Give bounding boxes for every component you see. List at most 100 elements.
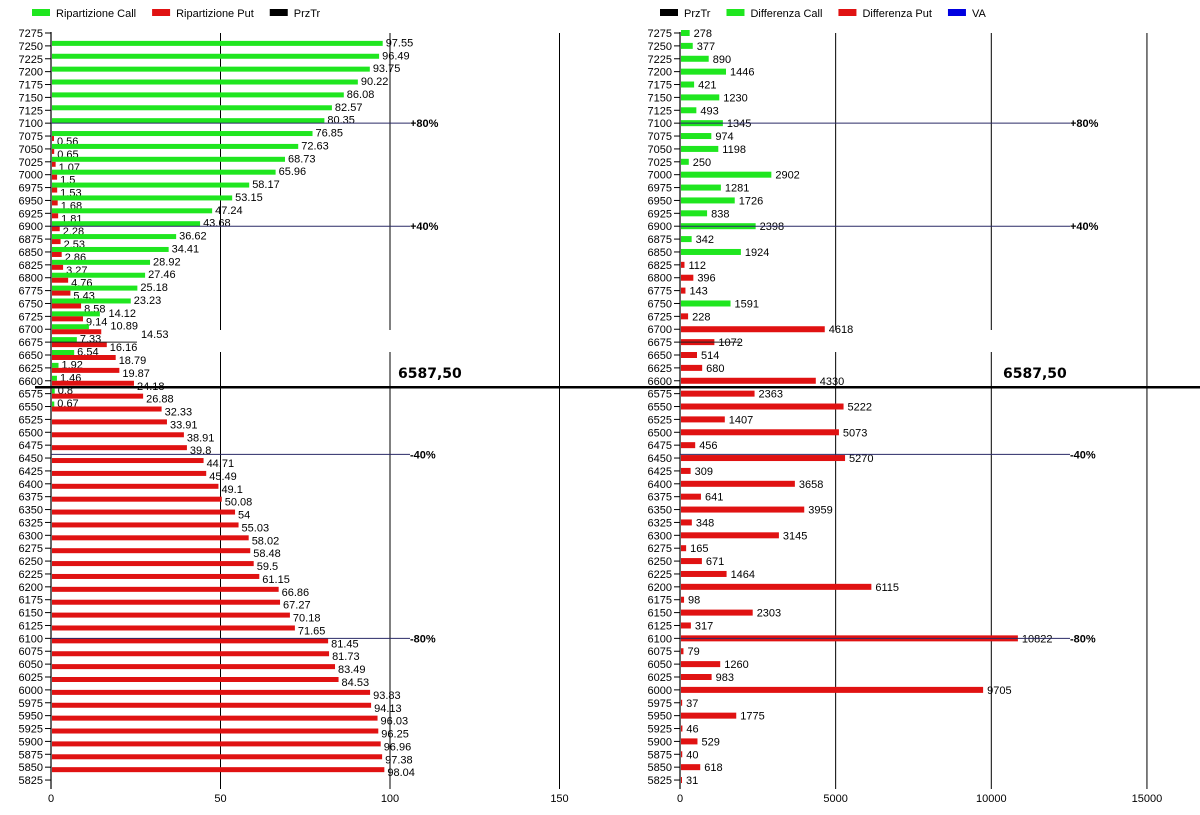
y-tick-label: 5925 — [19, 724, 43, 736]
call-bar — [52, 195, 233, 201]
call-bar — [52, 259, 151, 265]
put-bar — [52, 264, 64, 270]
y-tick-label: 6725 — [648, 311, 672, 323]
call-value-label: 82.57 — [335, 102, 363, 114]
value-label: 1198 — [722, 144, 746, 156]
call-bar — [52, 92, 344, 98]
put-bar — [52, 148, 55, 154]
y-tick-label: 6325 — [19, 517, 43, 529]
put-value-label: 59.5 — [257, 561, 278, 573]
call-value-label: 86.08 — [347, 89, 375, 101]
y-tick-label: 6050 — [19, 659, 43, 671]
value-label: 1260 — [724, 659, 748, 671]
reference-line-label: +80% — [410, 118, 439, 130]
y-tick-label: 7075 — [648, 131, 672, 143]
y-tick-label: 7050 — [648, 144, 672, 156]
put-value-label: 9.14 — [86, 316, 107, 328]
put-value-label: 18.79 — [119, 355, 147, 367]
y-tick-label: 6075 — [19, 646, 43, 658]
y-tick-label: 5850 — [648, 762, 672, 774]
put-bar — [52, 522, 239, 528]
y-tick-label: 6125 — [19, 620, 43, 632]
put-bar — [52, 561, 254, 567]
put-bar — [681, 699, 683, 706]
y-tick-label: 6200 — [648, 582, 672, 594]
y-tick-label: 6275 — [19, 543, 43, 555]
value-label: 348 — [696, 517, 714, 529]
y-tick-label: 6850 — [19, 247, 43, 259]
call-bar — [681, 81, 695, 88]
value-label: 4618 — [829, 324, 853, 336]
put-value-label: 58.02 — [252, 535, 280, 547]
value-label: 3959 — [808, 505, 832, 517]
value-label: 317 — [695, 620, 713, 632]
value-label: 671 — [706, 556, 724, 568]
put-bar — [681, 506, 805, 513]
put-value-label: 94.13 — [374, 703, 402, 715]
legend-swatch — [660, 9, 678, 16]
call-value-label: 80.35 — [327, 115, 355, 127]
y-tick-label: 6625 — [648, 363, 672, 375]
value-label: 1407 — [729, 414, 753, 426]
value-label: 250 — [693, 157, 711, 169]
put-value-label: 70.18 — [293, 613, 321, 625]
call-value-label: 93.75 — [373, 63, 401, 75]
put-bar — [52, 290, 71, 296]
value-label: 1464 — [731, 569, 755, 581]
legend-swatch — [838, 9, 857, 16]
y-tick-label: 6675 — [648, 337, 672, 349]
put-bar — [52, 483, 219, 489]
value-label: 37 — [686, 698, 698, 710]
y-tick-label: 6300 — [648, 530, 672, 542]
put-bar — [52, 638, 329, 644]
call-bar — [52, 362, 59, 368]
put-bar — [52, 702, 372, 708]
value-label: 2902 — [775, 170, 799, 182]
put-bar — [681, 661, 721, 668]
put-bar — [681, 751, 683, 758]
y-tick-label: 5850 — [19, 762, 43, 774]
put-bar — [52, 419, 167, 425]
value-label: 1591 — [735, 298, 759, 310]
put-bar — [681, 648, 684, 655]
call-bar — [52, 350, 75, 355]
put-bar — [681, 377, 816, 384]
put-bar — [52, 380, 134, 386]
put-bar — [52, 367, 120, 373]
put-value-label: 38.91 — [187, 432, 215, 444]
put-value-label: 49.1 — [221, 484, 242, 496]
put-value-label: 71.65 — [298, 625, 326, 637]
y-tick-label: 7125 — [648, 105, 672, 117]
put-bar — [681, 326, 825, 333]
call-value-label: 43.68 — [203, 218, 231, 230]
put-bar — [52, 316, 83, 322]
put-bar — [681, 403, 844, 410]
put-bar — [681, 712, 737, 719]
call-bar — [52, 285, 138, 291]
y-tick-label: 6500 — [19, 427, 43, 439]
y-tick-label: 6625 — [19, 363, 43, 375]
call-bar — [52, 143, 299, 149]
put-bar — [52, 509, 236, 515]
value-label: 278 — [694, 28, 712, 40]
put-bar — [52, 187, 58, 193]
call-bar — [52, 169, 276, 175]
y-tick-label: 7225 — [19, 54, 43, 66]
value-label: 3658 — [799, 479, 823, 491]
put-bar — [681, 352, 698, 358]
y-tick-label: 7000 — [648, 170, 672, 182]
y-tick-label: 6350 — [19, 505, 43, 517]
call-bar — [52, 246, 169, 252]
y-tick-label: 7200 — [19, 67, 43, 79]
y-tick-label: 6775 — [19, 286, 43, 298]
put-value-label: 83.49 — [338, 664, 366, 676]
y-tick-label: 6800 — [19, 273, 43, 285]
y-tick-label: 6425 — [648, 466, 672, 478]
y-tick-label: 7150 — [648, 92, 672, 104]
put-bar — [52, 689, 371, 695]
y-tick-label: 6750 — [648, 298, 672, 310]
put-value-label: 98.04 — [387, 767, 415, 779]
call-bar — [52, 40, 383, 46]
y-tick-label: 6400 — [648, 479, 672, 491]
